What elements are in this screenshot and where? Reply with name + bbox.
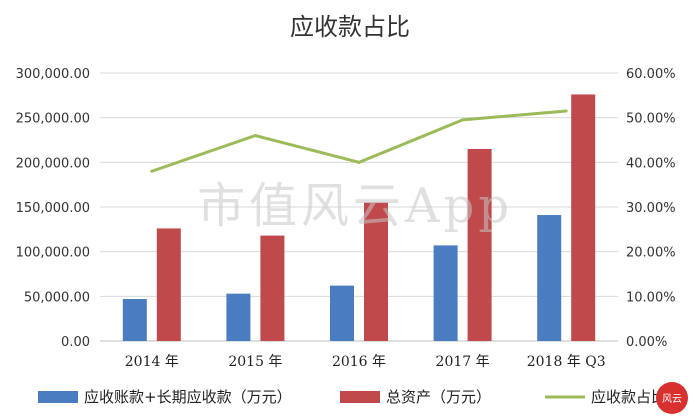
bar [156,228,181,341]
bar [364,202,388,341]
bar [571,94,596,341]
bar [260,235,285,341]
x-tick-label: 2016 年 [332,354,386,370]
line-point [564,109,568,113]
y-left-tick-label: 200,000.00 [16,156,90,171]
corner-stamp-text: 风云 [662,393,682,405]
watermark-text: 市值风云App [197,178,513,234]
x-tick-label: 2015 年 [228,354,282,370]
y-right-tick-label: 20.00% [626,246,676,261]
legend-label: 应收款占比 [591,388,666,406]
y-right-tick-label: 30.00% [626,201,676,216]
line-point [461,118,465,122]
legend-swatch [340,391,380,403]
line-series [150,109,568,173]
y-left-tick-label: 50,000.00 [24,290,90,305]
y-right-tick-label: 0.00% [626,335,667,350]
y-left-tick-label: 100,000.00 [16,246,90,261]
y-left-tick-label: 150,000.00 [16,201,90,216]
axes: 0.00 50,000.00 100,000.00 150,000.00 200,000… [16,67,676,370]
bar [467,148,492,341]
bar [330,285,354,341]
y-left-tick-label: 250,000.00 [16,112,90,127]
x-tick-label: 2018 年 Q3 [527,354,606,370]
bar [433,245,458,341]
corner-stamp: 风云 [656,382,688,414]
line-point [357,160,361,164]
y-right-tick-label: 60.00% [626,67,676,82]
y-left-tick-label: 0.00 [61,335,90,350]
legend-label: 应收账款+长期应收款（万元） [84,388,292,406]
legend-swatch [38,391,78,403]
line-point [150,169,154,173]
legend: 应收账款+长期应收款（万元） 总资产（万元） 应收款占比 [38,388,666,406]
bar [226,293,251,341]
bar-series [122,94,596,341]
y-right-tick-label: 10.00% [626,290,676,305]
y-right-tick-label: 40.00% [626,156,676,171]
legend-label: 总资产（万元） [386,388,491,406]
y-left-tick-label: 300,000.00 [16,67,90,82]
corner-stamp-circle [656,382,688,414]
line-point [253,134,257,138]
y-right-tick-label: 50.00% [626,112,676,127]
bar [537,215,562,341]
x-tick-label: 2014 年 [125,354,179,370]
bar [122,299,147,341]
x-tick-label: 2017 年 [436,354,490,370]
chart-title: 应收款占比 [290,13,410,41]
